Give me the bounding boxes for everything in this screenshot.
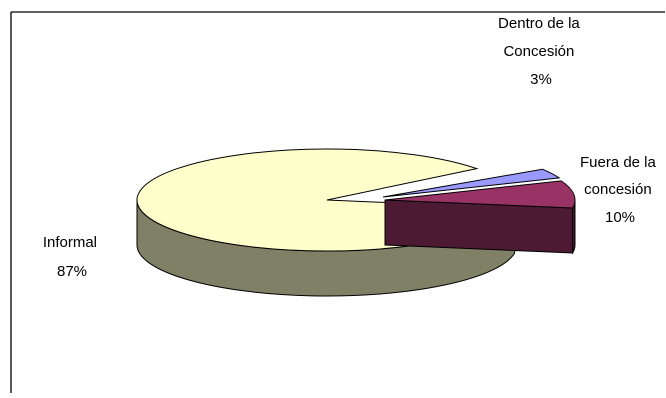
label-fuera-line1: Fuera de la: [580, 154, 657, 171]
label-informal-name: Informal: [43, 234, 97, 251]
pie-slice-fuera-de-la-concesi-n: [384, 180, 576, 255]
label-fuera: Fuera de la concesión 10%: [580, 154, 660, 226]
label-dentro-percent: 3%: [530, 71, 552, 88]
pie-slice-top: [382, 168, 561, 198]
label-dentro-line2: Concesión: [503, 43, 574, 60]
label-fuera-line2: concesión: [584, 181, 652, 198]
pie-slice-top: [384, 180, 576, 209]
label-informal: Informal 87%: [43, 234, 101, 280]
pie-slice-cut-face: [384, 199, 574, 254]
label-fuera-percent: 10%: [605, 209, 635, 226]
pie-slice-dentro-de-la-concesi-n: [382, 168, 561, 198]
label-dentro: Dentro de la Concesión 3%: [498, 15, 584, 88]
slices-layer: [136, 148, 576, 297]
label-dentro-line1: Dentro de la: [498, 15, 580, 32]
label-informal-percent: 87%: [57, 263, 87, 280]
